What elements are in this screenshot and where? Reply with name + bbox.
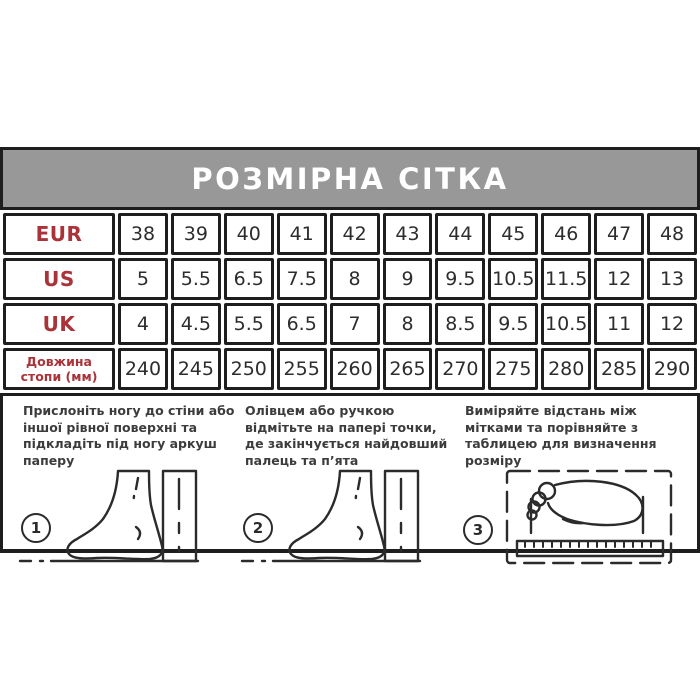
- size-cell: 5.5: [170, 258, 221, 300]
- size-cell: 48: [647, 213, 697, 255]
- size-cell: 4.5: [170, 303, 221, 345]
- size-chart-header: РОЗМІРНА СІТКА: [0, 147, 700, 210]
- size-cell: 10.5: [541, 303, 592, 345]
- size-cell: 11: [594, 303, 645, 345]
- size-cell: 11.5: [541, 258, 592, 300]
- size-cell: 12: [647, 303, 697, 345]
- size-table: EUR 38 39 40 41 42 43 44 45 46 47 48 US 5 5.5 6.5 7.5 8 9 9…: [0, 210, 700, 393]
- table-row-us: US 5 5.5 6.5 7.5 8 9 9.5 10.5 11.5 12 13: [3, 258, 697, 300]
- size-cell: 270: [435, 348, 486, 390]
- size-cell: 5: [118, 258, 168, 300]
- instruction-text: Прислоніть ногу до стіни або іншої рівно…: [23, 403, 235, 468]
- size-cell: 40: [223, 213, 274, 255]
- size-cell: 4: [118, 303, 168, 345]
- row-label-uk: UK: [3, 303, 115, 345]
- size-cell: 8: [329, 258, 380, 300]
- page-title: РОЗМІРНА СІТКА: [191, 161, 509, 196]
- foot-wall-illustration: [240, 469, 424, 569]
- size-cell: 275: [488, 348, 539, 390]
- size-chart-card: РОЗМІРНА СІТКА EUR 38 39 40 41 42 43 44 45 46 47 48…: [0, 147, 700, 565]
- size-cell: 39: [170, 213, 221, 255]
- instruction-text: Виміряйте відстань між мітками та порівн…: [465, 403, 657, 468]
- size-cell: 6.5: [276, 303, 327, 345]
- table-row-uk: UK 4 4.5 5.5 6.5 7 8 8.5 9.5 10.5 11 12: [3, 303, 697, 345]
- table-row-eur: EUR 38 39 40 41 42 43 44 45 46 47 48: [3, 213, 697, 255]
- size-cell: 250: [223, 348, 274, 390]
- foot-wall-illustration: [18, 469, 202, 569]
- size-cell: 9.5: [435, 258, 486, 300]
- size-cell: 8: [382, 303, 433, 345]
- instruction-text: Олівцем або ручкою відмітьте на папері т…: [245, 403, 448, 468]
- illustration-row: 2: [235, 469, 455, 569]
- illustration-row: 3: [455, 469, 691, 571]
- step-number-badge: 3: [463, 515, 493, 545]
- instruction-step: Виміряйте відстань між мітками та порівн…: [455, 403, 691, 565]
- instructions-panel: Прислоніть ногу до стіни або іншої рівно…: [0, 393, 700, 565]
- size-cell: 10.5: [488, 258, 539, 300]
- size-cell: 9: [382, 258, 433, 300]
- size-cell: 46: [541, 213, 592, 255]
- step-number-badge: 1: [21, 513, 51, 543]
- size-cell: 290: [647, 348, 697, 390]
- size-cell: 260: [329, 348, 380, 390]
- step-number-badge: 2: [243, 513, 273, 543]
- size-cell: 13: [647, 258, 697, 300]
- size-cell: 7.5: [276, 258, 327, 300]
- size-cell: 12: [594, 258, 645, 300]
- row-label-eur: EUR: [3, 213, 115, 255]
- size-cell: 280: [541, 348, 592, 390]
- illustration-row: 1: [13, 469, 235, 569]
- row-label-us: US: [3, 258, 115, 300]
- size-cell: 265: [382, 348, 433, 390]
- foot-ruler-illustration: [493, 469, 675, 571]
- size-cell: 38: [118, 213, 168, 255]
- instruction-step: Прислоніть ногу до стіни або іншої рівно…: [13, 403, 235, 563]
- size-cell: 43: [382, 213, 433, 255]
- instruction-step: Олівцем або ручкою відмітьте на папері т…: [235, 403, 455, 563]
- size-cell: 7: [329, 303, 380, 345]
- size-cell: 245: [170, 348, 221, 390]
- size-cell: 255: [276, 348, 327, 390]
- size-cell: 9.5: [488, 303, 539, 345]
- size-cell: 8.5: [435, 303, 486, 345]
- size-cell: 41: [276, 213, 327, 255]
- size-cell: 42: [329, 213, 380, 255]
- row-label-foot-length: Довжина стопи (мм): [3, 348, 115, 390]
- size-cell: 240: [118, 348, 168, 390]
- size-cell: 44: [435, 213, 486, 255]
- size-cell: 45: [488, 213, 539, 255]
- size-cell: 6.5: [223, 258, 274, 300]
- size-cell: 47: [594, 213, 645, 255]
- size-cell: 5.5: [223, 303, 274, 345]
- size-cell: 285: [594, 348, 645, 390]
- table-row-foot-length: Довжина стопи (мм) 240 245 250 255 260 265 270 2…: [3, 348, 697, 390]
